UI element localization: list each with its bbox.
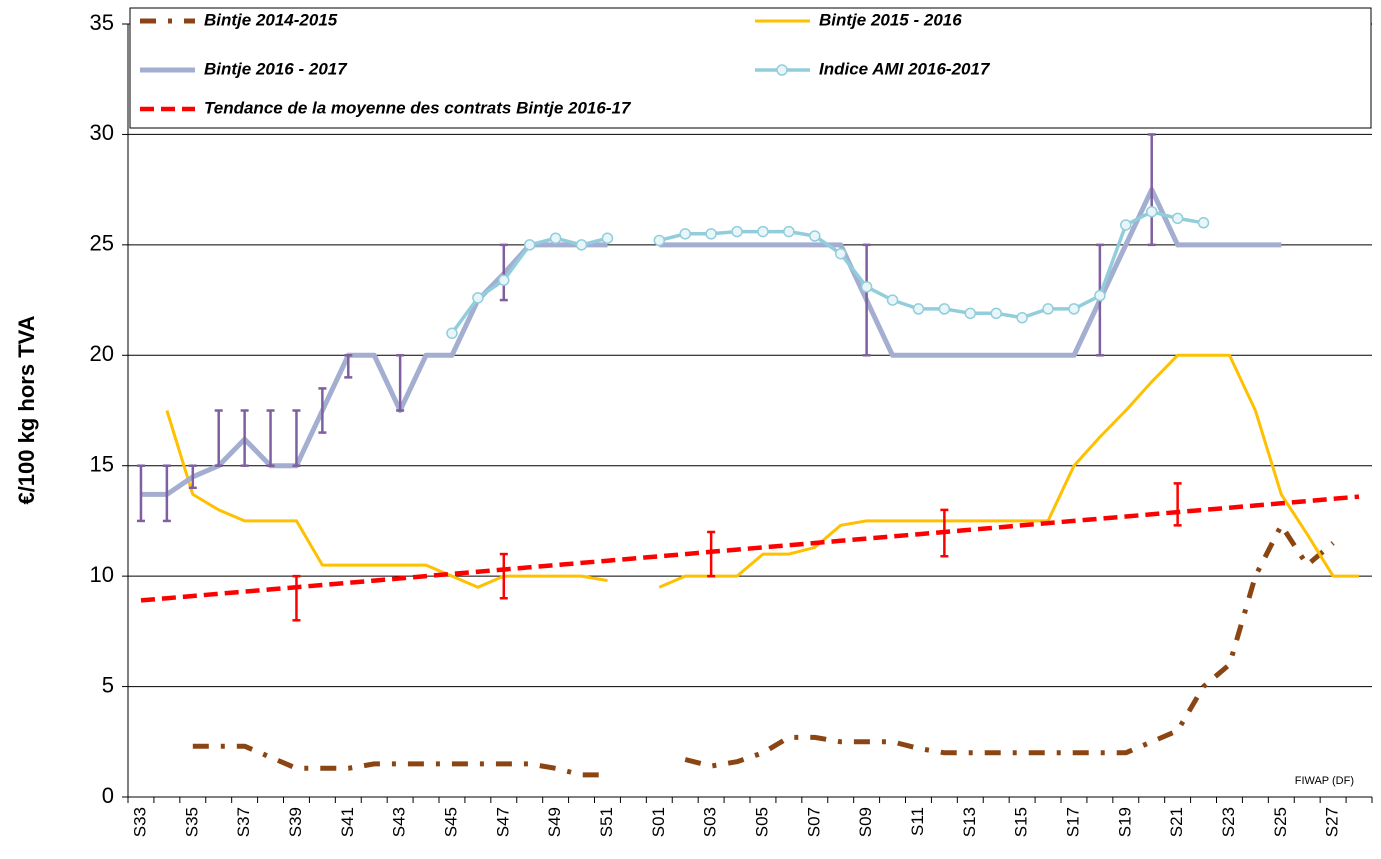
error-bar [292, 409, 301, 467]
marker [601, 232, 614, 244]
error-bar [162, 464, 171, 523]
marker [1068, 303, 1080, 315]
marker [498, 274, 510, 286]
x-tick-label: S09 [856, 807, 875, 837]
marker [757, 225, 769, 238]
marker [1145, 205, 1158, 218]
y-axis-label: €/100 kg hors TVA [14, 315, 39, 504]
x-tick-label: S19 [1115, 807, 1134, 837]
marker [1171, 212, 1184, 225]
x-tick-label: S23 [1219, 807, 1238, 837]
marker [886, 294, 899, 306]
error-bar [862, 243, 871, 357]
x-tick-label: S03 [701, 807, 720, 837]
legend-label: Tendance de la moyenne des contrats Bint… [204, 98, 632, 117]
x-tick-label: S21 [1167, 807, 1186, 837]
marker [446, 327, 458, 339]
legend-label: Bintje 2016 - 2017 [204, 59, 348, 78]
y-tick-label: 5 [102, 672, 114, 697]
error-bar [344, 354, 353, 379]
error-bar [318, 387, 327, 434]
marker [938, 303, 951, 315]
marker [549, 232, 562, 244]
x-tick-label: S45 [441, 807, 460, 837]
legend-marker [776, 64, 788, 76]
error-bar [214, 409, 223, 467]
marker [575, 239, 588, 251]
x-tick-label: S33 [130, 807, 149, 837]
error-bar [1147, 133, 1156, 247]
x-tick-label: S17 [1063, 807, 1082, 837]
marker [1016, 311, 1028, 324]
marker [472, 292, 484, 304]
marker [1094, 289, 1106, 302]
marker [523, 239, 536, 251]
x-tick-label: S41 [338, 807, 357, 837]
x-tick-label: S27 [1323, 807, 1342, 837]
marker [705, 228, 717, 240]
x-tick-label: S01 [649, 807, 668, 837]
x-tick-label: S51 [597, 807, 616, 837]
x-tick-label: S05 [752, 807, 771, 837]
x-tick-label: S15 [1012, 807, 1031, 837]
y-tick-label: 35 [90, 10, 114, 35]
x-tick-label: S43 [390, 807, 409, 837]
error-bar [940, 508, 949, 558]
marker [731, 225, 743, 238]
y-tick-label: 30 [90, 120, 114, 145]
marker [1042, 303, 1054, 315]
x-tick-label: S13 [960, 807, 979, 837]
x-tick-label: S11 [908, 807, 927, 836]
series-line [165, 353, 1359, 589]
error-bar [292, 574, 301, 622]
y-tick-label: 0 [102, 783, 114, 808]
legend-label: Indice AMI 2016-2017 [819, 59, 991, 78]
error-bar [240, 409, 249, 467]
marker [679, 228, 691, 240]
marker [783, 225, 795, 238]
marker [964, 307, 977, 320]
x-tick-label: S35 [182, 807, 201, 837]
error-bar [499, 552, 508, 600]
annotation: FIWAP (DF) [1295, 775, 1354, 787]
marker [1197, 217, 1210, 229]
marker [653, 234, 666, 247]
x-tick-label: S37 [234, 807, 253, 837]
x-tick-label: S47 [493, 807, 512, 837]
series-line [140, 494, 1360, 603]
y-tick-label: 25 [90, 231, 114, 256]
error-bar [499, 243, 508, 302]
marker [860, 281, 873, 293]
legend-label: Bintje 2014-2015 [204, 10, 338, 29]
x-tick-label: S25 [1271, 807, 1290, 837]
error-bar [396, 354, 405, 412]
marker [834, 247, 847, 260]
error-bar [707, 530, 716, 578]
error-bar [1173, 482, 1182, 527]
y-tick-label: 20 [90, 341, 114, 366]
x-tick-label: S07 [804, 807, 823, 837]
marker [1120, 219, 1132, 231]
legend-label: Bintje 2015 - 2016 [819, 10, 962, 29]
legend-box [129, 7, 1372, 129]
error-bar [188, 464, 197, 490]
marker [809, 230, 821, 242]
marker [990, 307, 1002, 320]
error-bar [266, 409, 275, 467]
x-tick-label: S49 [545, 807, 564, 837]
x-tick-label: S39 [286, 807, 305, 837]
y-tick-label: 10 [90, 562, 114, 587]
series-line [192, 522, 1335, 778]
y-tick-label: 15 [90, 452, 114, 477]
marker [912, 303, 925, 315]
error-bar [136, 464, 145, 523]
